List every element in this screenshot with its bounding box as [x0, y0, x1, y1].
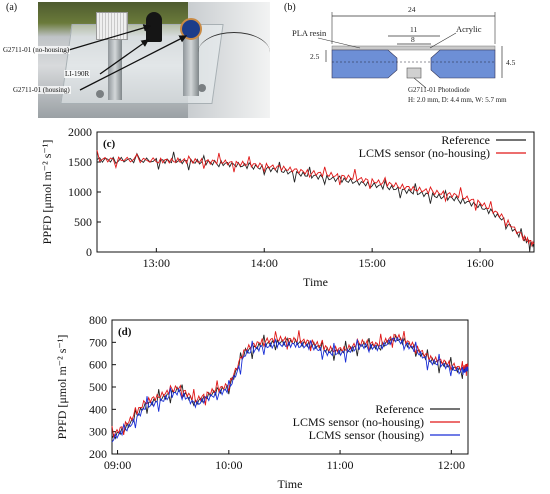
- chart-d-xtick-label-3: 12:00: [438, 458, 465, 472]
- chart-d-series-0-line: [111, 333, 469, 440]
- label-photodiode-dims: H: 2.0 mm, D: 4.4 mm, W: 5.7 mm: [408, 96, 507, 104]
- dim-11: 11: [410, 25, 418, 34]
- chart-c-panel-label: (c): [103, 138, 116, 150]
- chart-d-ytick-label-5: 700: [89, 335, 107, 349]
- chart-c-xlabel: Time: [303, 275, 328, 289]
- acrylic-cover: [331, 45, 496, 51]
- housing-sensor: [180, 18, 202, 40]
- chart-c: 0 500 1000 1500 2000 13:00 14:00 15:00 16:00 Time…: [40, 125, 535, 289]
- chart-d-ytick-label-1: 300: [89, 425, 107, 439]
- chart-c-ytick-label-2: 1000: [68, 185, 92, 199]
- photodiode: [406, 67, 422, 79]
- chart-c-legend-label-1: LCMS sensor (no-housing): [359, 146, 490, 160]
- chart-d-series-1-line: [111, 330, 469, 439]
- chart-d-ytick-label-3: 500: [89, 380, 107, 394]
- cross-section-diagram: [317, 12, 503, 89]
- resin-right: [430, 49, 496, 79]
- chart-c-ylabel: PPFD [μmol m⁻² s⁻¹]: [40, 140, 54, 245]
- chart-d-xtick-label-0: 09:00: [104, 458, 131, 472]
- rail-right: [183, 32, 199, 96]
- panel-c: 0 500 1000 1500 2000 13:00 14:00 15:00 16:00 Time…: [0, 122, 550, 308]
- label-pla-resin: PLA resin: [292, 28, 327, 38]
- label-photodiode: G2711-01 Photodiode: [408, 86, 470, 94]
- label-li190r: LI-190R: [64, 70, 91, 78]
- chart-d: 200 300 400 500 600 700 800 09:00 10:00 11:00 12:0…: [55, 313, 469, 491]
- chart-c-xtick-label-3: 16:00: [466, 256, 493, 270]
- cable: [198, 32, 270, 73]
- panel-a-label: (a): [6, 2, 18, 13]
- chart-d-ytick-label-6: 800: [89, 313, 107, 327]
- chart-c-series-0-line: [96, 151, 535, 252]
- panel-a: (a) G2711-01 (no-housing) LI-190R G2711-…: [0, 0, 278, 120]
- resin-left: [331, 49, 398, 79]
- chart-d-legend-label-2: LCMS sensor (housing): [309, 428, 424, 442]
- chart-c-legend-label-0: Reference: [441, 133, 490, 147]
- dim-24: 24: [408, 5, 416, 14]
- chart-c-ytick-label-1: 500: [74, 215, 92, 229]
- photo: [38, 2, 270, 118]
- chart-c-series-1-line: [96, 149, 535, 248]
- chart-d-ylabel: PPFD [μmol m⁻² s⁻¹]: [55, 335, 69, 440]
- label-housing: G2711-01 (housing): [12, 86, 71, 94]
- chart-d-series-2-line: [111, 336, 469, 443]
- chart-c-ytick-label-3: 1500: [68, 155, 92, 169]
- photo-arrows: [61, 24, 188, 91]
- panel-b-label: (b): [284, 2, 296, 13]
- label-acrylic: Acrylic: [456, 24, 482, 34]
- chart-d-ytick-label-2: 400: [89, 402, 107, 416]
- knob-2: [198, 84, 206, 92]
- knob-1: [96, 90, 104, 98]
- chart-c-ytick-label-0: 0: [86, 245, 92, 259]
- chart-d-ytick-label-0: 200: [89, 447, 107, 461]
- dim-2-5: 2.5: [310, 52, 320, 61]
- label-no-housing: G2711-01 (no-housing): [2, 46, 71, 54]
- chart-c-ytick-label-4: 2000: [68, 125, 92, 139]
- panel-d: 200 300 400 500 600 700 800 09:00 10:00 11:00 12:0…: [0, 308, 550, 494]
- rail-left: [108, 38, 122, 100]
- chart-c-xtick-label-1: 14:00: [251, 256, 278, 270]
- chart-c-xtick-label-0: 13:00: [143, 256, 170, 270]
- dim-8: 8: [411, 35, 415, 44]
- chart-d-ytick-label-4: 600: [89, 358, 107, 372]
- chart-c-xtick-label-2: 15:00: [358, 256, 385, 270]
- chart-d-legend-label-1: LCMS sensor (no-housing): [293, 415, 424, 429]
- chart-d-xlabel: Time: [278, 477, 303, 491]
- chart-d-xtick-label-2: 11:00: [327, 458, 354, 472]
- chart-d-xtick-label-1: 10:00: [215, 458, 242, 472]
- dim-4-5: 4.5: [506, 58, 516, 67]
- li190r-sensor: [146, 12, 162, 42]
- chart-d-legend-label-0: Reference: [375, 402, 424, 416]
- pcb-board: [96, 12, 128, 40]
- chart-d-panel-label: (d): [118, 326, 132, 338]
- panel-b: (b) 24 11 8 2.5 4.5 PLA resin Acrylic G2…: [280, 0, 550, 120]
